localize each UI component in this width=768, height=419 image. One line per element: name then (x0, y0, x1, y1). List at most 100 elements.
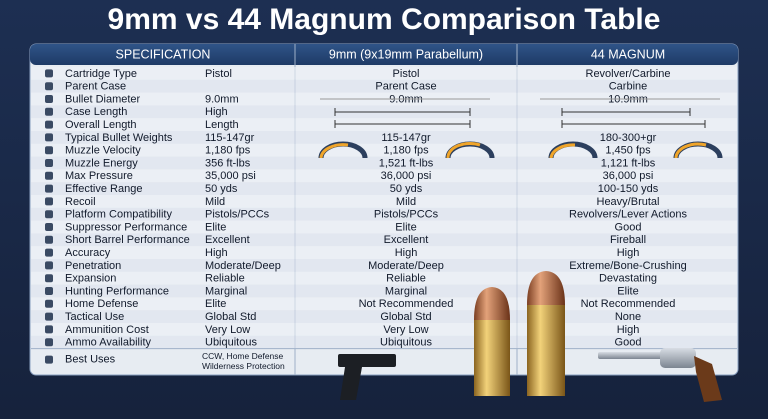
row-stripe (31, 207, 737, 221)
spec-name: Ammunition Cost (65, 324, 149, 336)
row-icon (45, 355, 53, 364)
spec-name: Tactical Use (65, 311, 124, 323)
spec-name: Best Uses (65, 354, 116, 366)
cell-value: Marginal (385, 285, 427, 297)
cell-value: Reliable (205, 273, 245, 285)
row-stripe (31, 233, 737, 247)
cell-value: 35,000 psi (205, 170, 256, 182)
cell-value: Not Recommended (581, 298, 676, 310)
row-icon (45, 338, 53, 347)
spec-name: Bullet Diameter (65, 93, 141, 105)
cell-value: Elite (617, 285, 638, 297)
cell-value: Global Std (380, 311, 431, 323)
cell-value: Very Low (383, 324, 428, 336)
spec-name: Accuracy (65, 247, 111, 259)
cell-value: Devastating (599, 273, 657, 285)
row-stripe (31, 169, 737, 183)
cell-value: Reliable (386, 273, 426, 285)
spec-name: Short Barrel Performance (65, 234, 190, 246)
spec-name: Parent Case (65, 81, 126, 93)
cell-value: Global Std (205, 311, 256, 323)
row-icon (45, 299, 53, 308)
cell-value: 1,521 ft-lbs (379, 157, 434, 169)
cell-value: Mild (205, 196, 225, 208)
cell-value: 1,180 fps (205, 145, 251, 157)
row-icon (45, 133, 53, 142)
cell-value: 115-147gr (205, 132, 255, 144)
best-uses-box: CCW, Home Defense Wilderness Protection (202, 351, 285, 371)
spec-name: Home Defense (65, 298, 138, 310)
row-stripe (31, 246, 737, 259)
row-icon (45, 223, 53, 231)
spec-name: Penetration (65, 260, 121, 272)
row-icon (45, 197, 53, 206)
cell-value: Revolvers/Lever Actions (569, 209, 687, 221)
spec-name: Platform Compatibility (65, 209, 172, 221)
cell-value: 100-150 yds (598, 183, 659, 195)
spec-name: Max Pressure (65, 170, 133, 182)
cell-value: 180-300+gr (600, 132, 657, 144)
cell-value: Pistol (393, 68, 420, 80)
spec-name: Overall Length (65, 119, 137, 131)
spec-name: Muzzle Velocity (65, 145, 141, 157)
cell-value: Good (615, 221, 642, 233)
row-stripe (31, 67, 737, 80)
spec-name: Expansion (65, 273, 116, 285)
row-icon (45, 210, 53, 219)
row-icon (45, 312, 53, 321)
cell-value: Moderate/Deep (368, 260, 444, 272)
spec-name: Suppressor Performance (65, 221, 187, 233)
row-icon (45, 146, 53, 155)
spec-name: Muzzle Energy (65, 157, 138, 169)
cell-value: Very Low (205, 324, 250, 336)
row-icon (45, 120, 53, 129)
column-header: 44 MAGNUM (591, 47, 665, 61)
revolver (598, 348, 722, 402)
cell-value: Heavy/Brutal (597, 196, 660, 208)
cell-value: Mild (396, 196, 416, 208)
row-icon (45, 82, 53, 91)
cell-value: Elite (205, 298, 226, 310)
cell-value: High (205, 247, 228, 259)
spec-name: Recoil (65, 196, 96, 208)
row-icon (45, 95, 53, 103)
title: 9mm vs 44 Magnum Comparison Table (108, 3, 661, 36)
cell-value: None (615, 311, 641, 323)
cell-value: Ubiquitous (380, 337, 432, 349)
cell-value: High (617, 247, 640, 259)
cell-value: 36,000 psi (603, 170, 654, 182)
cell-value: High (617, 324, 640, 336)
row-stripe (31, 79, 737, 93)
cell-value: Elite (395, 221, 416, 233)
spec-name: Cartridge Type (65, 68, 137, 80)
cartridges (474, 271, 565, 396)
cell-value: High (205, 106, 228, 118)
gauges (318, 141, 723, 159)
row-icon (45, 69, 53, 78)
row-icon (45, 171, 53, 180)
spec-name: Hunting Performance (65, 285, 169, 297)
row-stripe (31, 220, 737, 234)
cell-value: Extreme/Bone-Crushing (569, 260, 686, 272)
cell-value: Excellent (384, 234, 429, 246)
row-stripe (31, 182, 737, 195)
row-stripe (31, 118, 737, 131)
row-icon (45, 325, 53, 334)
cell-value: 1,180 fps (383, 145, 429, 157)
cell-value: Pistols/PCCs (374, 209, 439, 221)
column-header: SPECIFICATION (116, 47, 211, 61)
cell-value: Excellent (205, 234, 250, 246)
cell-value: 115-147gr (381, 132, 431, 144)
row-icon (45, 107, 53, 116)
table-body: SPECIFICATION 9mm (9x19mm Parabellum) 44 M… (31, 44, 737, 375)
pistol (338, 354, 396, 400)
column-header: 9mm (9x19mm Parabellum) (329, 47, 483, 61)
row-stripe (31, 259, 737, 272)
row-stripe (31, 131, 737, 144)
row-icon (45, 274, 53, 283)
row-icon (45, 248, 53, 257)
cell-value: 36,000 psi (381, 170, 432, 182)
cell-value: Pistol (205, 68, 232, 80)
row-icon (45, 261, 53, 270)
cell-value: Not Recommended (359, 298, 454, 310)
